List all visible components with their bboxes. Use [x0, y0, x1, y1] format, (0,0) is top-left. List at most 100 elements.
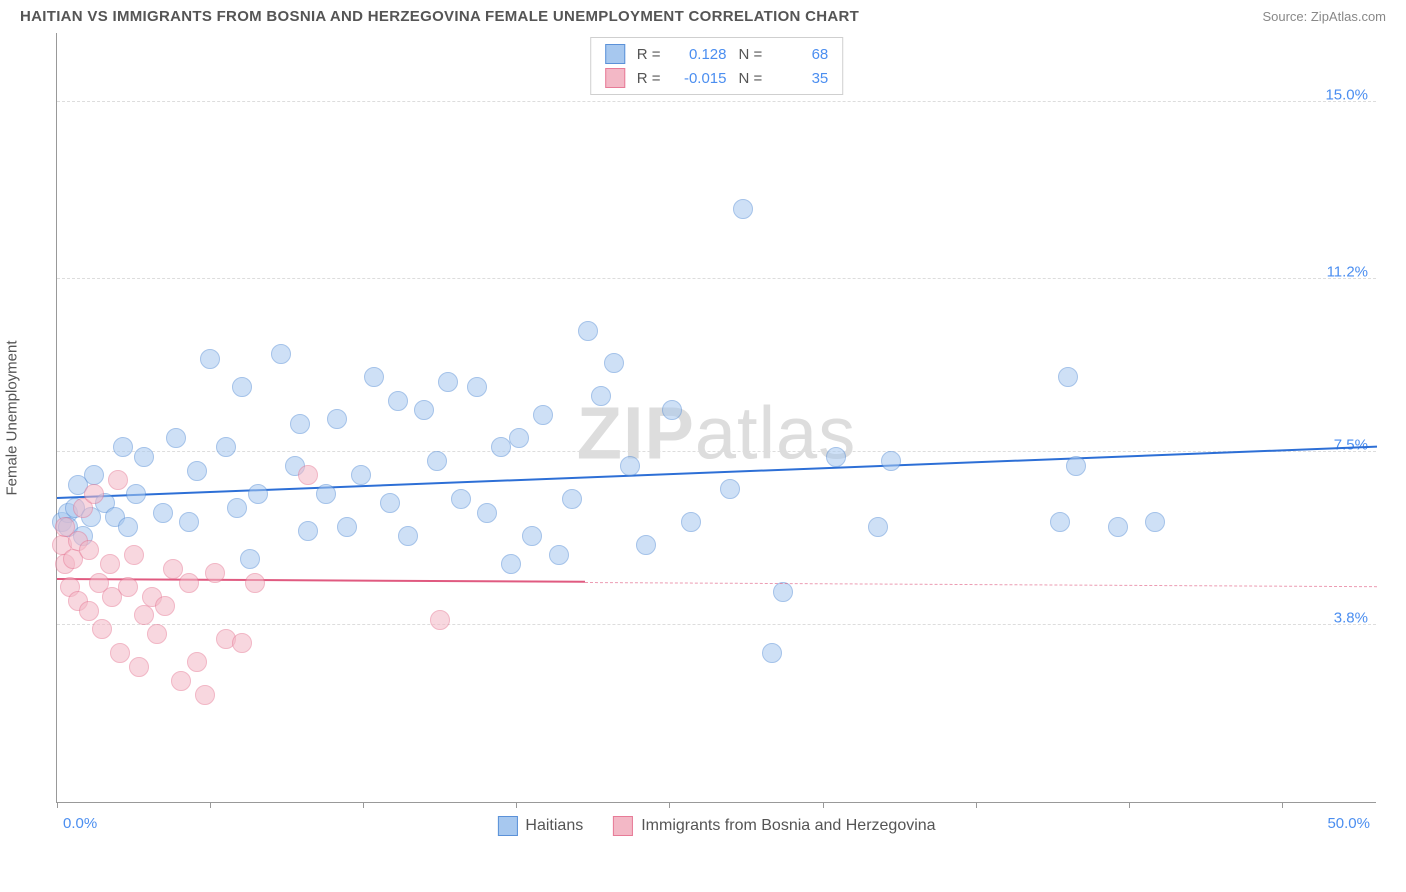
data-point: [388, 391, 408, 411]
x-tick: [363, 802, 364, 808]
legend-stat-row: R =-0.015N =35: [605, 66, 829, 90]
data-point: [298, 521, 318, 541]
data-point: [380, 493, 400, 513]
y-axis-label: Female Unemployment: [4, 340, 21, 495]
data-point: [179, 512, 199, 532]
legend-swatch: [605, 68, 625, 88]
data-point: [118, 517, 138, 537]
x-tick: [669, 802, 670, 808]
data-point: [868, 517, 888, 537]
data-point: [166, 428, 186, 448]
data-point: [147, 624, 167, 644]
data-point: [110, 643, 130, 663]
gridline: [57, 101, 1376, 102]
data-point: [364, 367, 384, 387]
data-point: [298, 465, 318, 485]
legend-label: Haitians: [525, 817, 583, 835]
data-point: [271, 344, 291, 364]
data-point: [79, 540, 99, 560]
legend-item: Immigrants from Bosnia and Herzegovina: [613, 816, 935, 836]
data-point: [1066, 456, 1086, 476]
data-point: [232, 633, 252, 653]
data-point: [126, 484, 146, 504]
legend-swatch: [605, 44, 625, 64]
gridline: [57, 278, 1376, 279]
source-label: Source: ZipAtlas.com: [1262, 9, 1386, 24]
data-point: [1050, 512, 1070, 532]
data-point: [427, 451, 447, 471]
data-point: [430, 610, 450, 630]
legend-item: Haitians: [497, 816, 583, 836]
data-point: [290, 414, 310, 434]
y-tick-label: 15.0%: [1325, 87, 1368, 104]
data-point: [155, 596, 175, 616]
data-point: [205, 563, 225, 583]
title-bar: HAITIAN VS IMMIGRANTS FROM BOSNIA AND HE…: [0, 0, 1406, 29]
data-point: [491, 437, 511, 457]
trend-line-dashed: [585, 582, 1377, 587]
data-point: [118, 577, 138, 597]
x-axis-max-label: 50.0%: [1327, 815, 1370, 832]
data-point: [195, 685, 215, 705]
data-point: [773, 582, 793, 602]
data-point: [533, 405, 553, 425]
y-tick-label: 11.2%: [1327, 264, 1368, 281]
x-tick: [516, 802, 517, 808]
data-point: [351, 465, 371, 485]
data-point: [398, 526, 418, 546]
n-value: 35: [774, 70, 828, 87]
x-tick: [976, 802, 977, 808]
data-point: [327, 409, 347, 429]
data-point: [84, 484, 104, 504]
r-value: -0.015: [673, 70, 727, 87]
data-point: [681, 512, 701, 532]
data-point: [129, 657, 149, 677]
data-point: [92, 619, 112, 639]
data-point: [245, 573, 265, 593]
r-value: 0.128: [673, 46, 727, 63]
data-point: [720, 479, 740, 499]
data-point: [134, 447, 154, 467]
data-point: [227, 498, 247, 518]
legend-swatch: [613, 816, 633, 836]
data-point: [578, 321, 598, 341]
data-point: [337, 517, 357, 537]
n-label: N =: [739, 46, 763, 63]
x-axis-min-label: 0.0%: [63, 815, 97, 832]
data-point: [84, 465, 104, 485]
chart-title: HAITIAN VS IMMIGRANTS FROM BOSNIA AND HE…: [20, 8, 859, 25]
data-point: [509, 428, 529, 448]
data-point: [438, 372, 458, 392]
data-point: [604, 353, 624, 373]
data-point: [501, 554, 521, 574]
data-point: [240, 549, 260, 569]
legend-swatch: [497, 816, 517, 836]
n-value: 68: [774, 46, 828, 63]
data-point: [187, 652, 207, 672]
x-tick: [1129, 802, 1130, 808]
data-point: [522, 526, 542, 546]
data-point: [100, 554, 120, 574]
x-tick: [210, 802, 211, 808]
data-point: [414, 400, 434, 420]
x-tick: [1282, 802, 1283, 808]
data-point: [1145, 512, 1165, 532]
data-point: [248, 484, 268, 504]
data-point: [762, 643, 782, 663]
plot-area: ZIPatlas R =0.128N =68R =-0.015N =35 0.0…: [56, 33, 1376, 803]
data-point: [1058, 367, 1078, 387]
data-point: [216, 437, 236, 457]
data-point: [591, 386, 611, 406]
data-point: [620, 456, 640, 476]
legend-label: Immigrants from Bosnia and Herzegovina: [641, 817, 935, 835]
r-label: R =: [637, 46, 661, 63]
data-point: [200, 349, 220, 369]
data-point: [153, 503, 173, 523]
data-point: [79, 601, 99, 621]
data-point: [662, 400, 682, 420]
data-point: [134, 605, 154, 625]
data-point: [113, 437, 133, 457]
data-point: [316, 484, 336, 504]
data-point: [733, 199, 753, 219]
data-point: [1108, 517, 1128, 537]
